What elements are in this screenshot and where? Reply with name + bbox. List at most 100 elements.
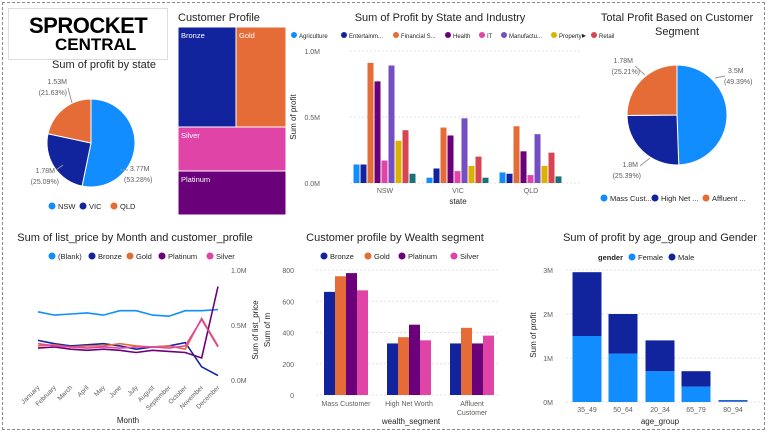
bar <box>409 173 416 183</box>
stacked-bar-segment <box>645 340 675 372</box>
y-axis-title: Sum of profit <box>529 312 538 358</box>
logo-line1: SPROCKET <box>29 13 148 38</box>
y-tick-label: 400 <box>282 331 294 338</box>
bar <box>398 337 409 395</box>
treemap-tile-bronze <box>177 26 237 128</box>
stacked-bar-segment <box>718 400 748 402</box>
series-line-silver <box>37 317 219 349</box>
legend-marker <box>320 252 328 260</box>
y-tick-label: 0.0M <box>304 181 320 188</box>
legend-label: VIC <box>89 202 102 211</box>
x-tick-label: Mass Customer <box>321 401 371 408</box>
bar <box>402 130 409 183</box>
chart-title: Customer Profile <box>178 12 260 24</box>
x-tick-label: April <box>76 384 91 399</box>
legend-marker <box>393 32 399 38</box>
x-tick-label: July <box>126 384 140 398</box>
stacked-bar-segment <box>608 353 638 402</box>
y-tick-label: 1M <box>543 356 553 363</box>
bar <box>482 177 489 183</box>
stacked-bar-segment <box>572 336 602 402</box>
data-label-value: 1.78M <box>36 168 56 175</box>
y-tick-label: 3M <box>543 268 553 275</box>
legend-label: (Blank) <box>58 252 82 261</box>
bar <box>472 343 483 395</box>
legend-title: gender <box>598 253 623 262</box>
bar <box>513 126 520 183</box>
data-label-value: 1.8M <box>622 162 638 169</box>
x-tick-label: Customer <box>457 410 488 417</box>
logo-line2: CENTRAL <box>55 35 137 54</box>
bar <box>506 173 513 183</box>
x-tick-label: 80_94 <box>723 407 743 414</box>
leader-line <box>67 87 73 104</box>
y-tick-label: 1.0M <box>231 268 247 275</box>
legend-label: Health <box>453 34 470 40</box>
x-tick-label: Affluent <box>460 401 484 408</box>
legend-marker <box>591 32 597 38</box>
legend-marker <box>479 32 485 38</box>
bar <box>388 65 395 183</box>
treemap-label: Platinum <box>181 175 210 184</box>
stacked-bar-segment <box>718 401 748 402</box>
y-axis-title-secondary: Sum of m <box>263 313 272 348</box>
legend-marker <box>341 32 347 38</box>
legend-marker <box>600 194 608 202</box>
chart-profit-by-age-gender: Sum of profit by age_group and Gender gen… <box>529 232 760 426</box>
legend-label: Entertainm... <box>349 34 383 40</box>
treemap-label: Gold <box>239 31 255 40</box>
chart-list-price-by-month: Sum of list_price by Month and customer_… <box>17 232 252 425</box>
legend-label: Bronze <box>330 252 354 261</box>
bar <box>527 175 534 183</box>
bar <box>468 165 475 183</box>
chart-title: Sum of profit by state <box>52 59 156 71</box>
chart-profit-by-segment: Total Profit Based on Customer Segment 3.5… <box>600 12 753 203</box>
chart-customer-profile: Customer Profile Bronze Gold Silver Platinum <box>177 12 287 216</box>
legend-label: Bronze <box>98 252 122 261</box>
x-tick-label: May <box>93 384 107 398</box>
bar <box>409 324 420 395</box>
treemap-label: Silver <box>181 131 200 140</box>
legend-label: Platinum <box>168 252 197 261</box>
y-axis-title: Sum of profit <box>289 94 298 140</box>
treemap-tile-gold <box>235 26 287 128</box>
legend-label: Financial S... <box>401 34 436 40</box>
chart-title: Sum of Profit by State and Industry <box>355 12 526 24</box>
legend-label: Female <box>638 253 663 262</box>
legend-label: Mass Cust... <box>610 194 652 203</box>
chart-profile-by-wealth: Customer profile by Wealth segment Bronze… <box>251 232 500 426</box>
legend-marker <box>445 32 451 38</box>
bar <box>555 176 562 183</box>
legend-label: Gold <box>374 252 390 261</box>
pie-slice-vic <box>46 133 92 187</box>
y-tick-label: 0.5M <box>304 115 320 122</box>
x-axis-title: Month <box>117 416 139 425</box>
x-tick-label: 35_49 <box>577 407 597 414</box>
chart-profit-by-state-industry: Sum of Profit by State and Industry Agric… <box>289 12 614 206</box>
bar <box>520 151 527 183</box>
legend-marker <box>48 202 56 210</box>
company-logo: SPROCKET CENTRAL <box>8 8 168 60</box>
x-axis-title: age_group <box>641 417 680 426</box>
bar <box>324 291 335 395</box>
bar <box>374 81 381 183</box>
legend-label: Gold <box>136 252 152 261</box>
y-tick-label: 0 <box>290 393 294 400</box>
legend-label: QLD <box>120 202 136 211</box>
stacked-bar-segment <box>608 314 638 354</box>
legend-marker <box>651 194 659 202</box>
data-label-percent: (25.21%) <box>612 69 640 76</box>
legend-label: Male <box>678 253 694 262</box>
treemap-tile-silver <box>177 126 287 172</box>
treemap-tile-platinum <box>177 170 287 216</box>
chart-profit-by-state: Sum of profit by state 3.77M (53.28%) 1.78M… <box>31 59 156 211</box>
bar <box>534 134 541 183</box>
bar <box>357 290 368 395</box>
legend-marker <box>291 32 297 38</box>
legend-label: Affluent ... <box>712 194 746 203</box>
bar <box>335 276 346 395</box>
bar <box>420 340 431 395</box>
leader-line <box>55 164 64 171</box>
bar <box>353 164 360 183</box>
